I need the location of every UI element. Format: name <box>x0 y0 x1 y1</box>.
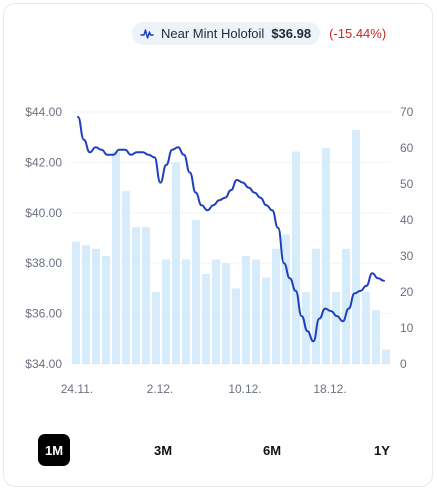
x-axis: 24.11. 2.12. 10.12. 18.12. <box>61 382 347 396</box>
line-chart-icon <box>140 28 154 39</box>
volume-bar <box>262 277 270 364</box>
volume-bar <box>372 310 380 364</box>
current-price: $36.98 <box>271 26 312 41</box>
right-axis: 70 60 50 40 30 20 10 0 <box>400 105 414 371</box>
price-legend: Near Mint Holofoil $36.98 (-15.44%) <box>132 22 386 45</box>
range-1y-button[interactable]: 1Y <box>366 434 398 466</box>
volume-bar <box>122 191 130 364</box>
volume-bar <box>162 259 170 364</box>
x-axis-tick-label: 24.11. <box>61 382 93 396</box>
volume-bar <box>212 259 220 364</box>
right-axis-tick-label: 50 <box>400 177 414 191</box>
right-axis-tick-label: 10 <box>400 321 414 335</box>
price-line <box>77 116 385 343</box>
x-axis-tick-label: 10.12. <box>228 382 261 396</box>
volume-bar <box>132 227 140 364</box>
right-axis-tick-label: 60 <box>400 141 414 155</box>
volume-bar <box>222 263 230 364</box>
volume-bar <box>342 248 350 364</box>
volume-bar <box>142 227 150 364</box>
series-label: Near Mint Holofoil <box>161 26 265 41</box>
x-axis-tick-label: 18.12. <box>313 382 346 396</box>
volume-bar <box>352 130 360 364</box>
right-axis-tick-label: 20 <box>400 285 414 299</box>
x-axis-tick-label: 2.12. <box>147 382 174 396</box>
range-1m-button[interactable]: 1M <box>38 434 70 466</box>
left-axis-tick-label: $40.00 <box>25 206 62 220</box>
volume-bar <box>182 259 190 364</box>
volume-bar <box>72 241 80 364</box>
volume-bars <box>72 130 390 364</box>
right-axis-tick-label: 70 <box>400 105 414 119</box>
volume-bar <box>202 274 210 364</box>
volume-bar <box>362 292 370 364</box>
left-axis-tick-label: $36.00 <box>25 307 62 321</box>
volume-bar <box>312 248 320 364</box>
volume-bar <box>192 220 200 364</box>
volume-bar <box>332 292 340 364</box>
price-chart: $44.00 $42.00 $40.00 $38.00 $36.00 $34.00 70 6… <box>25 105 414 396</box>
volume-bar <box>242 256 250 364</box>
left-axis-tick-label: $34.00 <box>25 357 62 371</box>
volume-bar <box>232 288 240 364</box>
volume-bar <box>322 148 330 364</box>
price-change: (-15.44%) <box>329 26 387 41</box>
volume-bar <box>252 259 260 364</box>
volume-bar <box>152 292 160 364</box>
volume-bar <box>102 256 110 364</box>
left-axis-tick-label: $44.00 <box>25 105 62 119</box>
volume-bar <box>382 349 390 364</box>
volume-bar <box>272 248 280 364</box>
series-pill[interactable]: Near Mint Holofoil $36.98 <box>132 22 321 45</box>
right-axis-tick-label: 0 <box>400 357 407 371</box>
volume-bar <box>172 162 180 364</box>
left-axis-tick-label: $38.00 <box>25 256 62 270</box>
right-axis-tick-label: 30 <box>400 249 414 263</box>
range-selector: 1M 3M 6M 1Y <box>38 434 398 466</box>
left-axis-tick-label: $42.00 <box>25 155 62 169</box>
left-axis: $44.00 $42.00 $40.00 $38.00 $36.00 $34.00 <box>25 105 62 371</box>
volume-bar <box>292 151 300 364</box>
volume-bar <box>82 245 90 364</box>
volume-bar <box>112 151 120 364</box>
volume-bar <box>92 248 100 364</box>
price-line-group <box>77 116 385 343</box>
volume-bar <box>282 234 290 364</box>
range-3m-button[interactable]: 3M <box>147 434 179 466</box>
range-6m-button[interactable]: 6M <box>256 434 288 466</box>
right-axis-tick-label: 40 <box>400 213 414 227</box>
